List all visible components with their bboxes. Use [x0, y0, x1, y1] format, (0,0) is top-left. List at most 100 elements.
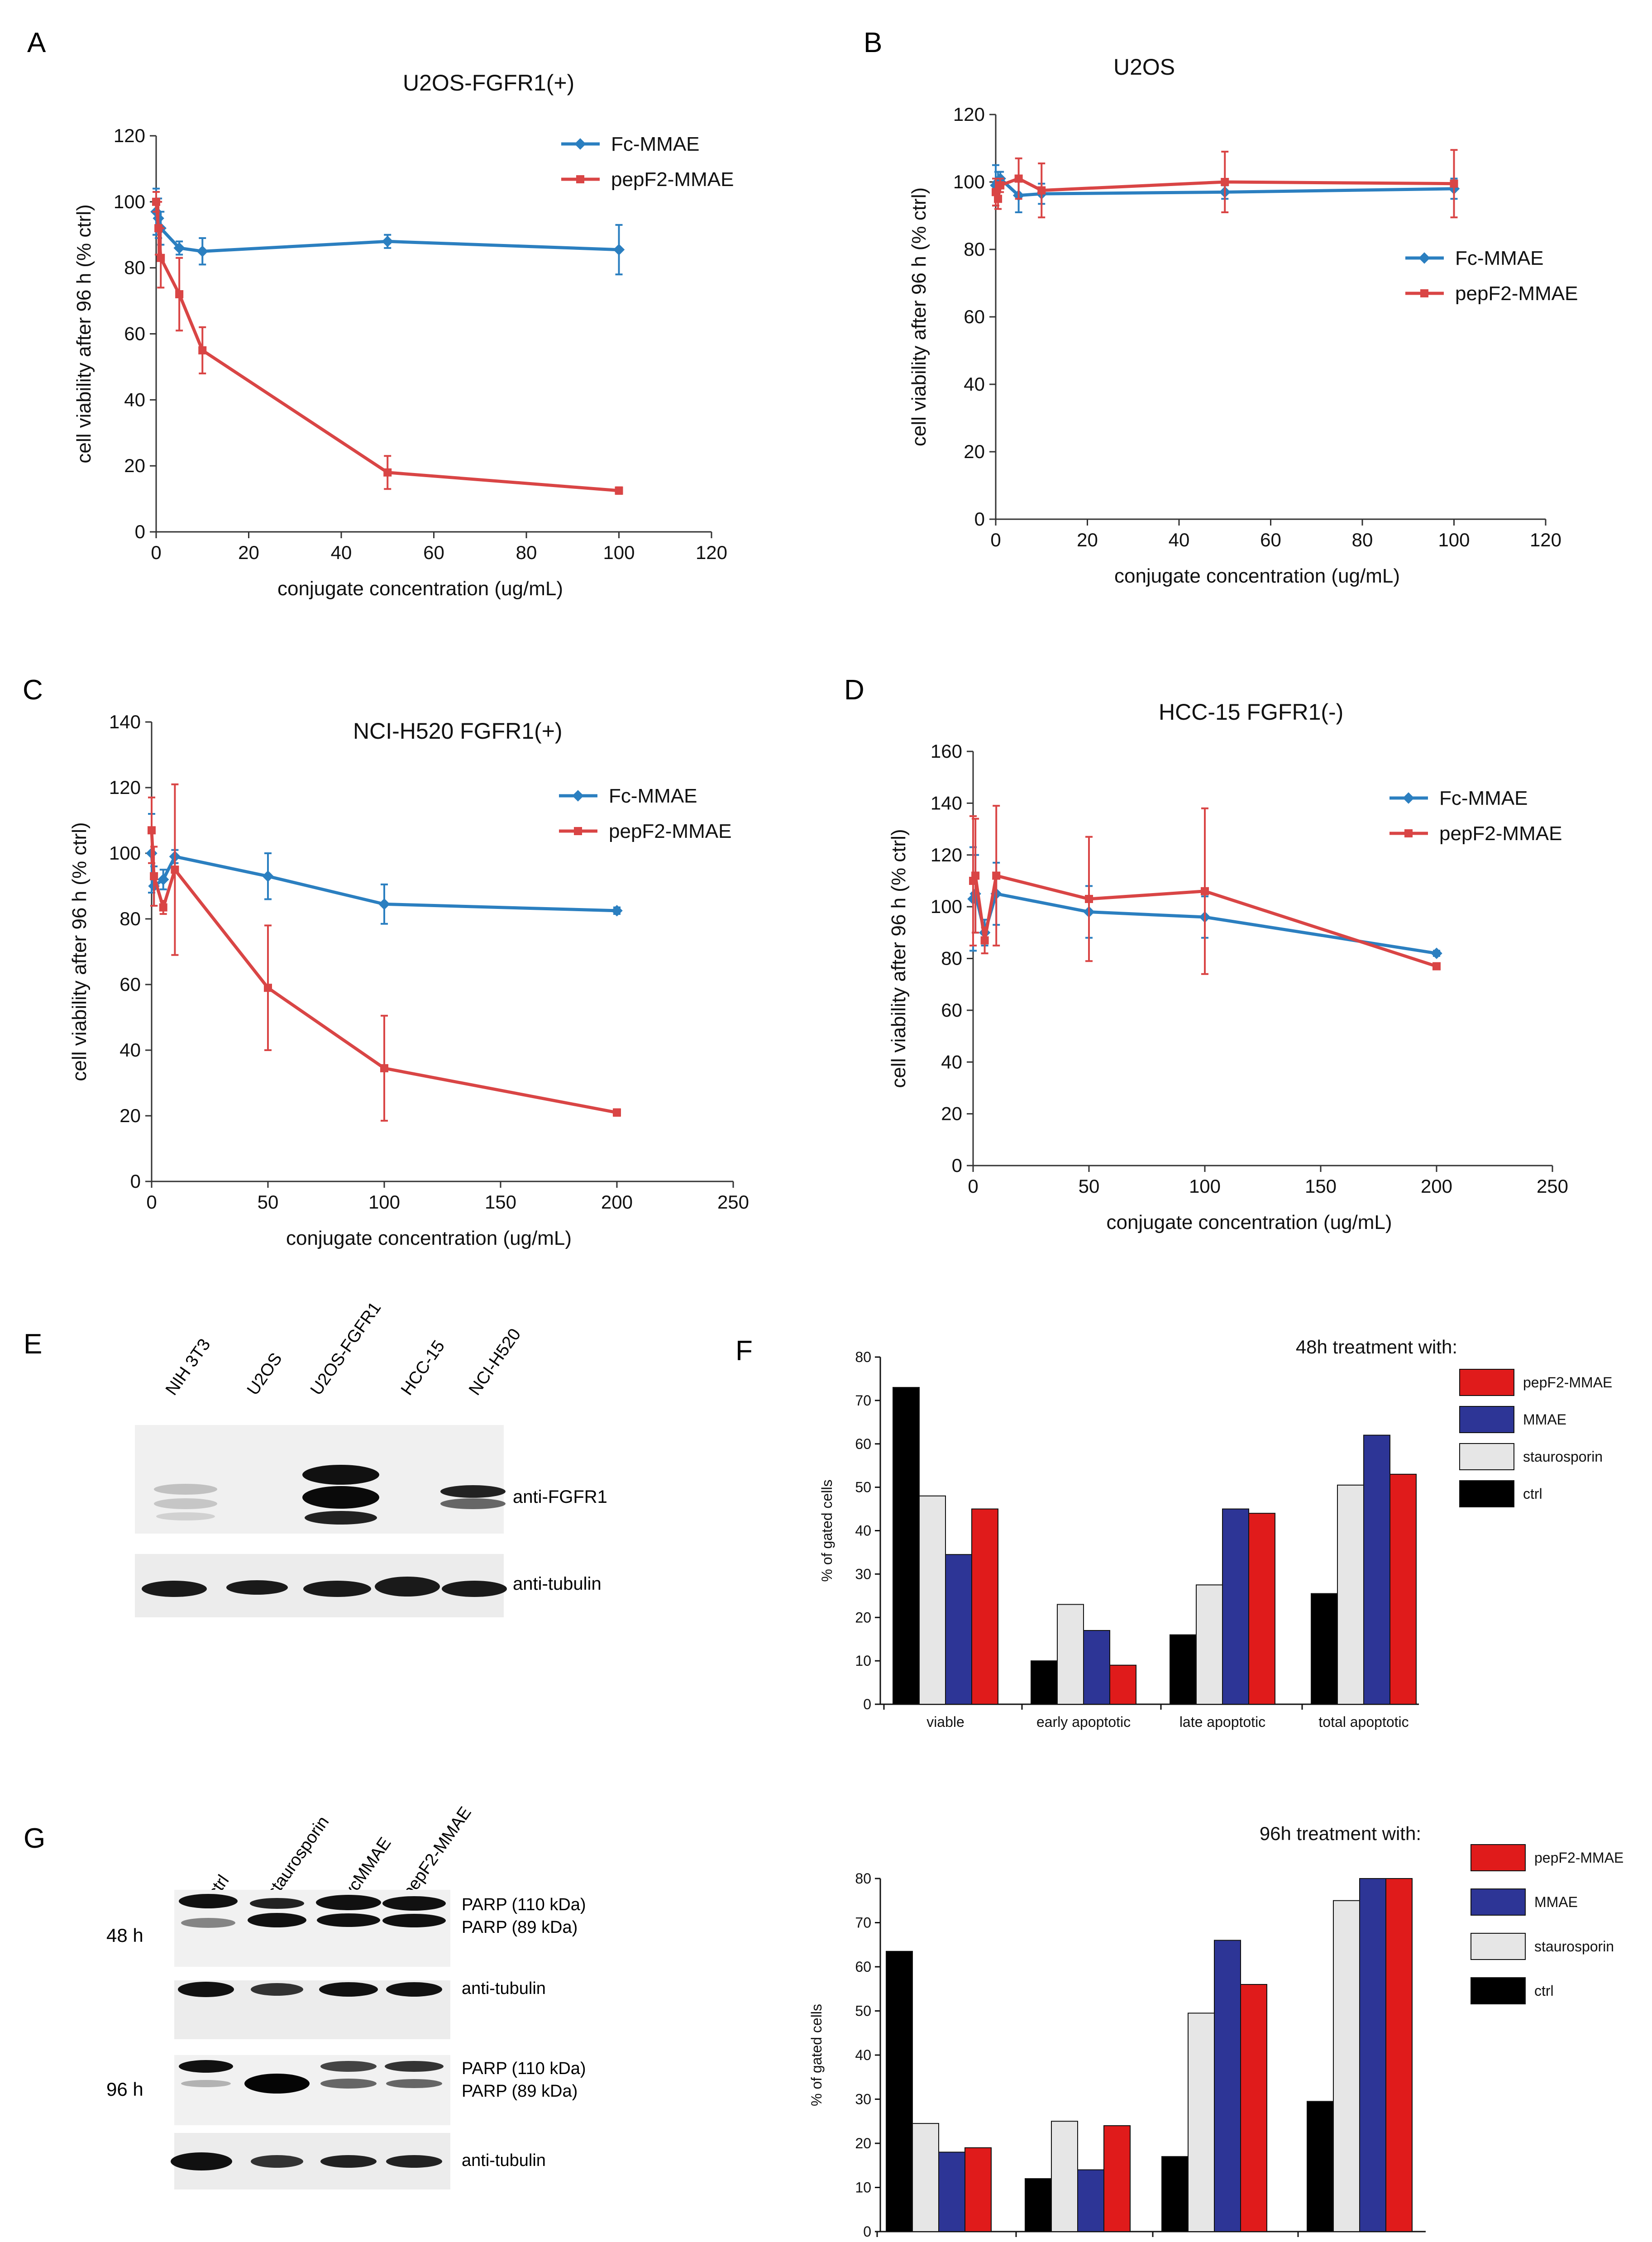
x-tick-label: viable	[920, 2241, 958, 2242]
panel-letter-f: F	[735, 1335, 753, 1367]
x-tick-label: 20	[238, 542, 259, 563]
blot-g-label-parp89-48h: PARP (89 kDa)	[462, 1918, 578, 1937]
y-tick-label: 0	[863, 2223, 871, 2240]
bar-pepf2-mmae	[1103, 2125, 1131, 2232]
x-axis-label: conjugate concentration (ug/mL)	[1106, 1211, 1392, 1233]
blot-band	[382, 1896, 446, 1911]
data-point	[383, 468, 392, 477]
bar-mmae	[1077, 2169, 1104, 2232]
bar-pepf2-mmae	[964, 2147, 992, 2232]
x-axis-label: conjugate concentration (ug/mL)	[277, 578, 563, 600]
x-tick-label: 0	[990, 529, 1001, 550]
data-point	[1014, 174, 1023, 183]
x-tick-label: 0	[146, 1191, 157, 1213]
bar-mmae	[1359, 1878, 1386, 2232]
legend-swatch	[1459, 1480, 1514, 1507]
data-point	[1221, 178, 1229, 186]
x-tick-label: 250	[1537, 1176, 1568, 1197]
y-tick-label: 0	[130, 1171, 141, 1192]
legend-marker	[574, 827, 582, 835]
data-point	[196, 245, 208, 257]
legend-label: pepF2-MMAE	[1534, 1850, 1623, 1866]
blot-band	[248, 1913, 306, 1927]
blot-e: NIH 3T3 U2OS U2OS-FGFR1 HCC-15 NCI-H520 …	[135, 1299, 607, 1617]
y-tick-label: 30	[855, 1566, 871, 1582]
bar-pepf2-mmae	[1248, 1513, 1275, 1705]
y-tick-label: 80	[941, 948, 962, 969]
y-tick-label: 60	[855, 1436, 871, 1452]
y-tick-label: 0	[863, 1696, 871, 1712]
blot-band	[251, 2155, 303, 2168]
y-tick-label: 60	[119, 974, 141, 995]
bar-mmae	[1363, 1434, 1390, 1705]
blot-band	[142, 1581, 207, 1597]
y-tick-label: 70	[855, 1392, 871, 1409]
y-axis-label: cell viability after 96 h (% ctrl)	[68, 822, 91, 1081]
legend-swatch	[1471, 1977, 1526, 2004]
chart-title: NCI-H520 FGFR1(+)	[353, 718, 563, 744]
legend-marker	[574, 138, 586, 150]
bar-pepf2-mmae	[1389, 1473, 1417, 1705]
bar-mmae	[1214, 1940, 1241, 2232]
panel-letter-e: E	[24, 1329, 42, 1360]
x-tick-label: 100	[1189, 1176, 1221, 1197]
y-tick-label: 20	[855, 1609, 871, 1625]
blot-band	[440, 1498, 506, 1509]
data-point	[613, 244, 625, 256]
blot-band	[382, 1914, 446, 1927]
blot-band	[156, 1512, 215, 1520]
legend-swatch	[1471, 1933, 1526, 1960]
y-tick-label: 40	[855, 2047, 871, 2063]
blot-band	[250, 1898, 304, 1909]
y-tick-label: 20	[855, 2135, 871, 2151]
chart-title: U2OS	[1113, 54, 1175, 80]
legend-label: staurosporin	[1534, 1938, 1614, 1955]
blot-band	[375, 1577, 440, 1597]
legend-marker	[1418, 252, 1430, 264]
blot-band	[442, 1581, 507, 1597]
y-tick-label: 120	[109, 777, 141, 798]
data-point	[157, 253, 165, 262]
y-axis-label: % of gated cells	[819, 1480, 835, 1582]
blot-band	[320, 2061, 377, 2072]
legend-marker	[1403, 792, 1414, 804]
legend-label: staurosporin	[1523, 1448, 1603, 1465]
y-axis-label: cell viability after 96 h (% ctrl)	[73, 204, 95, 463]
x-tick-label: early apoptotic	[1036, 1714, 1131, 1730]
blot-band	[386, 2079, 442, 2088]
y-tick-label: 140	[109, 711, 141, 732]
x-tick-label: total apoptotic	[1318, 1714, 1408, 1730]
legend-label: Fc-MMAE	[609, 785, 697, 807]
data-point	[971, 871, 980, 880]
y-tick-label: 40	[119, 1039, 141, 1061]
y-tick-label: 60	[964, 306, 985, 327]
y-tick-label: 80	[964, 239, 985, 260]
y-tick-label: 140	[931, 792, 962, 813]
y-tick-label: 50	[855, 1479, 871, 1496]
y-axis-label: cell viability after 96 h (% ctrl)	[888, 829, 910, 1088]
blot-band	[320, 2155, 377, 2168]
blot-e-lane-label: NCI-H520	[465, 1325, 525, 1399]
legend-marker	[572, 790, 584, 802]
y-tick-label: 100	[931, 896, 962, 917]
line-chart-b: 0 20 40 60 80 100 120 0 20 40 60 80 100 120 U2OS conjug…	[908, 54, 1578, 587]
x-tick-label: 80	[516, 542, 537, 563]
y-tick-label: 60	[124, 323, 145, 344]
blot-e-lane-label: U2OS-FGFR1	[307, 1299, 385, 1399]
panel-letter-c: C	[23, 674, 43, 706]
blot-band	[319, 1982, 378, 1997]
y-tick-label: 40	[964, 373, 985, 395]
data-point	[150, 872, 158, 880]
data-point	[148, 826, 156, 835]
y-tick-label: 20	[119, 1105, 141, 1126]
legend-label: MMAE	[1534, 1894, 1578, 1910]
bar-pepf2-mmae	[1109, 1664, 1136, 1705]
legend-label: pepF2-MMAE	[1439, 822, 1562, 845]
bar-pepf2-mmae	[971, 1508, 998, 1705]
data-point	[264, 984, 272, 992]
data-point	[613, 1108, 621, 1117]
panel-letter-d: D	[844, 674, 864, 706]
data-point	[1037, 186, 1046, 195]
y-tick-label: 60	[941, 999, 962, 1021]
data-point	[615, 486, 623, 495]
